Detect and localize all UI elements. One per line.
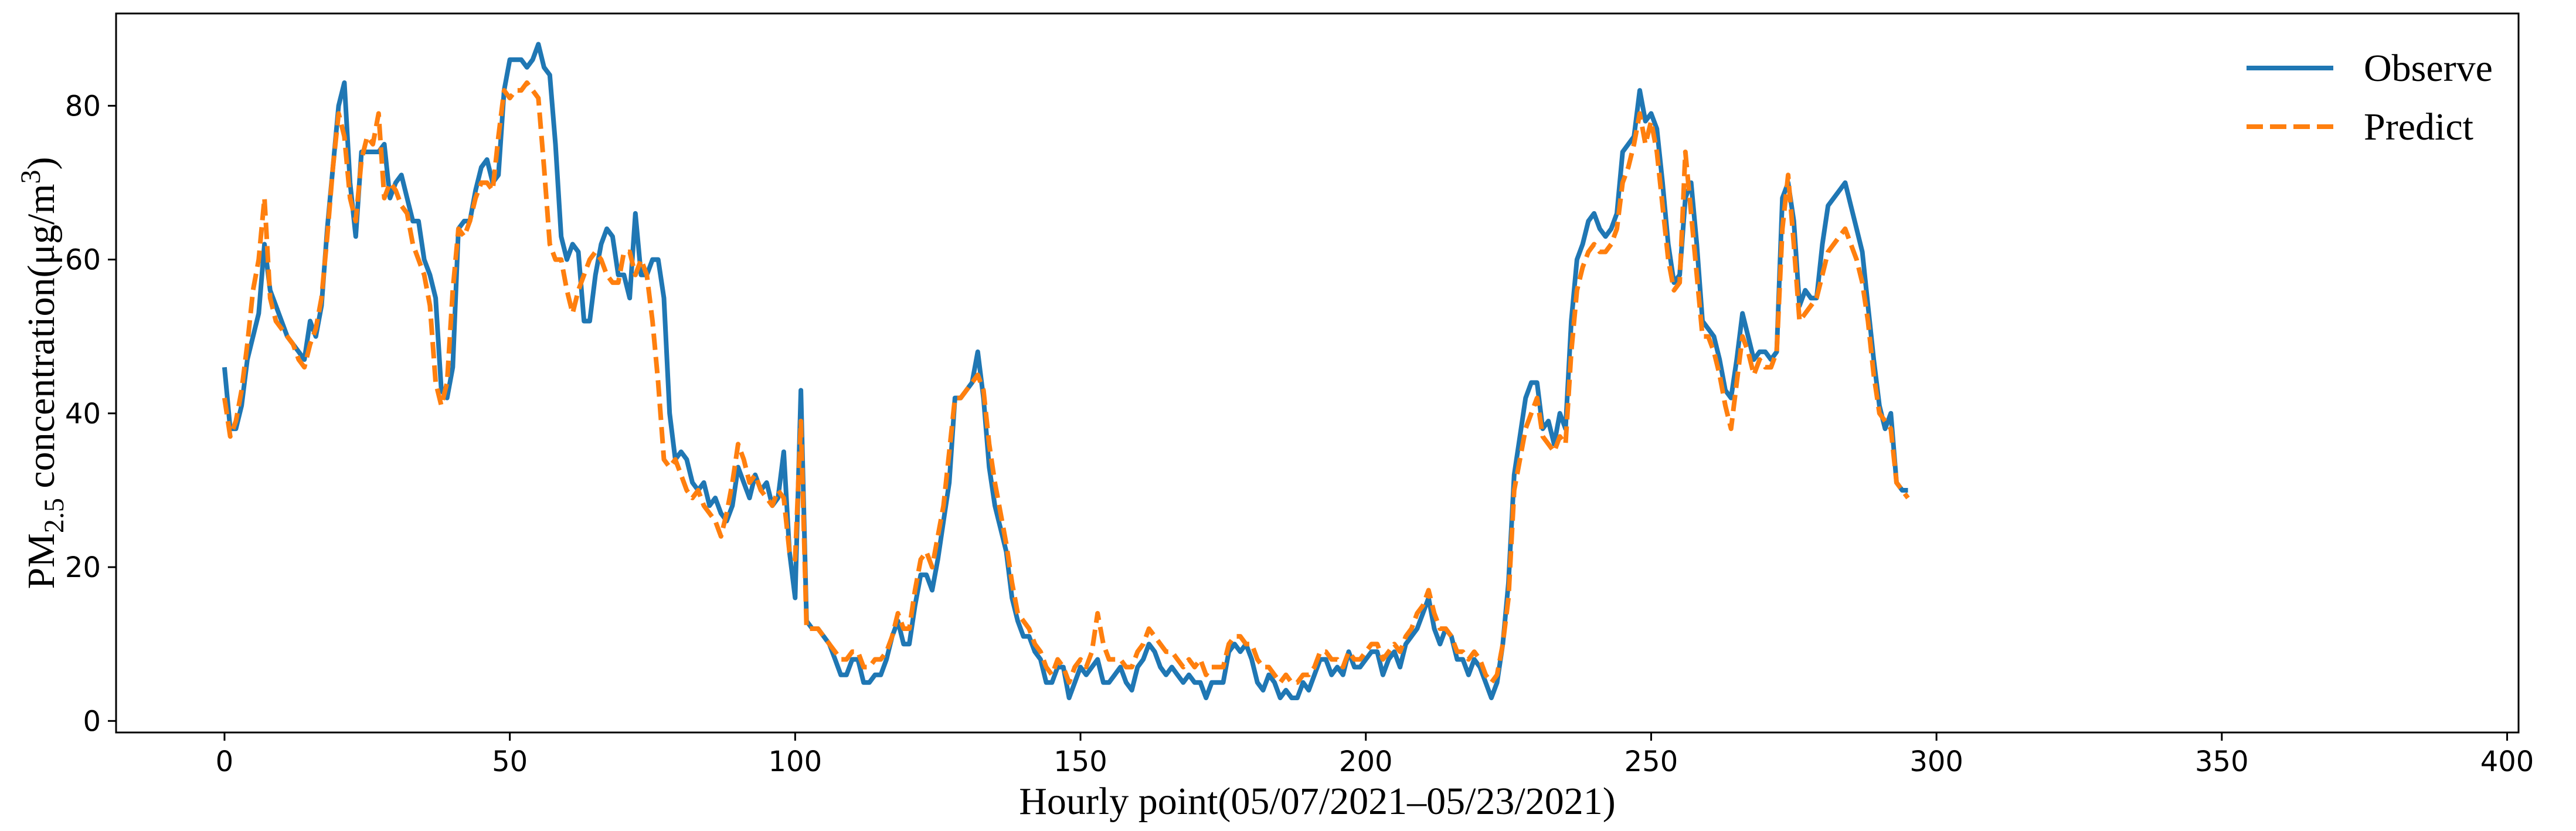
x-tick-label-3: 150	[1053, 745, 1107, 778]
y-axis-title-suffix: )	[20, 157, 63, 169]
x-axis-ticks: 0 50 100 150 200 250 300 350 400	[216, 732, 2534, 778]
plot-frame	[115, 12, 2520, 734]
y-axis-title: PM2.5 concentration(μg/m3)	[15, 157, 70, 589]
y-tick-label-2: 40	[65, 398, 101, 430]
x-tick-label-1: 50	[492, 745, 528, 778]
x-tick-label-2: 100	[769, 745, 823, 778]
x-tick-label-8: 400	[2480, 745, 2534, 778]
legend: Observe Predict	[2247, 47, 2493, 148]
y-axis-ticks: 0 20 40 60 80	[65, 90, 116, 738]
y-tick-label-1: 20	[65, 551, 101, 584]
series-line-observe	[222, 42, 1908, 700]
x-tick-label-7: 350	[2195, 745, 2249, 778]
legend-label-predict: Predict	[2364, 106, 2473, 148]
x-tick-label-5: 250	[1625, 745, 1678, 778]
y-axis-title-prefix: PM	[20, 533, 63, 589]
x-tick-label-6: 300	[1909, 745, 1963, 778]
x-axis-title: Hourly point(05/07/2021–05/23/2021)	[1019, 780, 1615, 823]
legend-label-observe: Observe	[2364, 47, 2493, 90]
y-tick-label-0: 0	[83, 705, 101, 738]
x-tick-label-4: 200	[1339, 745, 1393, 778]
y-tick-label-3: 60	[65, 244, 101, 277]
y-axis-title-middle: concentration(μg/m	[20, 184, 63, 498]
y-axis-title-superscript: 3	[15, 169, 46, 184]
x-tick-label-0: 0	[216, 745, 234, 778]
series-layer	[222, 42, 1910, 700]
series-line-predict	[222, 80, 1910, 685]
y-axis-title-subscript: 2.5	[39, 498, 70, 533]
y-tick-label-4: 80	[65, 90, 101, 123]
